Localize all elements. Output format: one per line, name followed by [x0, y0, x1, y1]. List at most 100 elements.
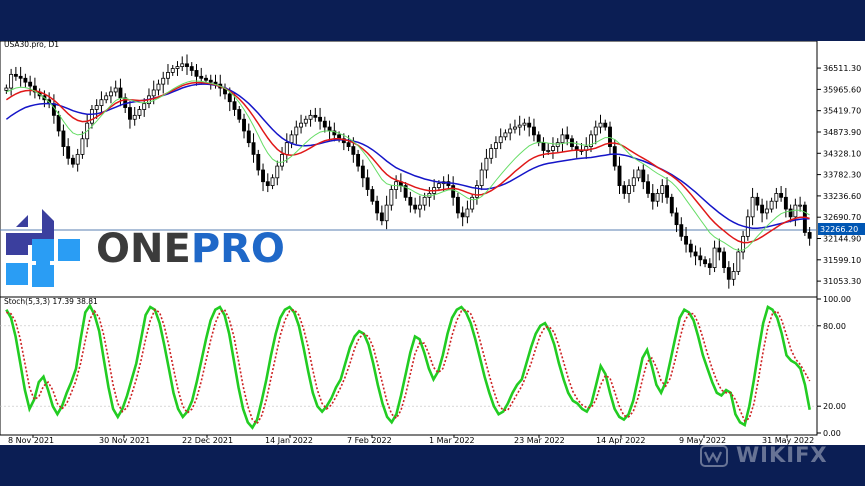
candle-body: [332, 130, 337, 136]
candle-body: [793, 204, 798, 218]
stoch-chart-label: Stoch(5,3,3) 17.39 38.81: [4, 297, 98, 306]
candle-body: [346, 142, 351, 147]
price-tick-label: 34328.10: [823, 149, 861, 158]
candle-body: [650, 193, 655, 202]
candle-body: [389, 189, 394, 206]
moving-averages: [5, 80, 810, 251]
chart-frame: 36511.30 35965.60 35419.70 34873.90 34328.10…: [0, 41, 865, 445]
candle-body: [303, 118, 308, 124]
candle-body: [275, 165, 280, 179]
candle-body: [242, 118, 246, 132]
candle-body: [422, 196, 427, 206]
candle-body: [327, 126, 332, 132]
price-tick-label: 35419.70: [823, 107, 861, 116]
candle-body: [503, 132, 508, 138]
candle-body: [479, 169, 484, 187]
candle-body: [270, 177, 275, 187]
candle-body: [370, 189, 375, 202]
candle-body: [532, 126, 536, 136]
candle-body: [365, 177, 370, 190]
stoch-tick-label: 100.00: [823, 295, 851, 304]
candle-body: [227, 93, 232, 103]
candle-body: [284, 142, 289, 155]
candle-body: [232, 101, 237, 110]
candle-body: [798, 204, 803, 207]
candle-body: [593, 126, 598, 136]
candle-body: [18, 75, 23, 79]
x-tick-label: 22 Dec 2021: [182, 436, 233, 445]
candle-body: [589, 134, 593, 147]
price-tick-label: 32144.90: [823, 235, 861, 244]
candle-body: [522, 122, 527, 126]
onepro-logo-icon: [6, 209, 80, 287]
candle-body: [493, 142, 498, 149]
candle-body: [94, 105, 99, 110]
candle-body: [137, 109, 142, 116]
candle-body: [408, 196, 413, 206]
candle-body: [265, 181, 270, 187]
candle-body: [108, 91, 113, 97]
candle-body: [322, 120, 327, 128]
candle-body: [636, 169, 641, 179]
chart-svg: 36511.30 35965.60 35419.70 34873.90 34328.10…: [0, 41, 865, 445]
candle-body: [175, 66, 180, 69]
x-tick-label: 1 Mar 2022: [429, 436, 475, 445]
price-tick-label: 31053.30: [823, 277, 861, 286]
candle-body: [417, 204, 422, 210]
price-tick-label: 33236.60: [823, 192, 861, 201]
price-tick-label: 36511.30: [823, 64, 861, 73]
candle-body: [132, 114, 137, 120]
candle-body: [451, 185, 456, 198]
candle-body: [375, 200, 380, 214]
candle-body: [512, 126, 517, 130]
candle-body: [622, 185, 627, 194]
candle-body: [774, 193, 779, 202]
candle-body: [674, 212, 679, 226]
candle-body: [489, 148, 494, 159]
candle-body: [474, 185, 479, 198]
candle-body: [70, 157, 75, 165]
candle-body: [80, 138, 85, 155]
candle-body: [760, 204, 765, 214]
candle-body: [769, 200, 774, 210]
candle-body: [527, 122, 532, 128]
candle-body: [536, 134, 541, 144]
candle-body: [717, 247, 722, 253]
candle-body: [560, 134, 565, 144]
current-price-tag: 32266.20: [820, 225, 858, 234]
candle-body: [308, 114, 313, 120]
stoch-axis: 100.00 80.00 20.00 0.00: [0, 295, 851, 438]
price-tick-label: 33782.30: [823, 171, 861, 180]
candle-body: [32, 85, 37, 93]
candle-body: [99, 99, 104, 106]
candle-body: [565, 134, 570, 140]
ma-mid-line: [5, 81, 810, 244]
price-tick-label: 35965.60: [823, 85, 861, 94]
candles: [4, 54, 812, 289]
candle-body: [541, 142, 546, 151]
candle-body: [61, 130, 66, 147]
candle-body: [741, 235, 746, 253]
candle-body: [256, 153, 261, 171]
candle-body: [313, 114, 318, 118]
candle-body: [13, 73, 18, 77]
candle-body: [360, 165, 365, 179]
candle-body: [484, 157, 489, 171]
price-chart-label: USA30.pro, D1: [4, 41, 59, 49]
candle-body: [755, 196, 760, 206]
candle-body: [208, 79, 213, 83]
candle-body: [603, 122, 608, 128]
candle-body: [731, 271, 736, 280]
candle-body: [726, 267, 731, 280]
candle-body: [679, 224, 684, 237]
stoch-lines: [5, 303, 811, 430]
candle-body: [142, 103, 147, 110]
candle-body: [598, 122, 603, 128]
candle-body: [75, 153, 80, 165]
candle-body: [104, 95, 109, 101]
candle-body: [517, 124, 522, 128]
x-tick-label: 14 Apr 2022: [596, 436, 645, 445]
stoch-k-line: [5, 303, 811, 430]
candle-body: [788, 208, 793, 218]
candle-body: [641, 169, 646, 183]
